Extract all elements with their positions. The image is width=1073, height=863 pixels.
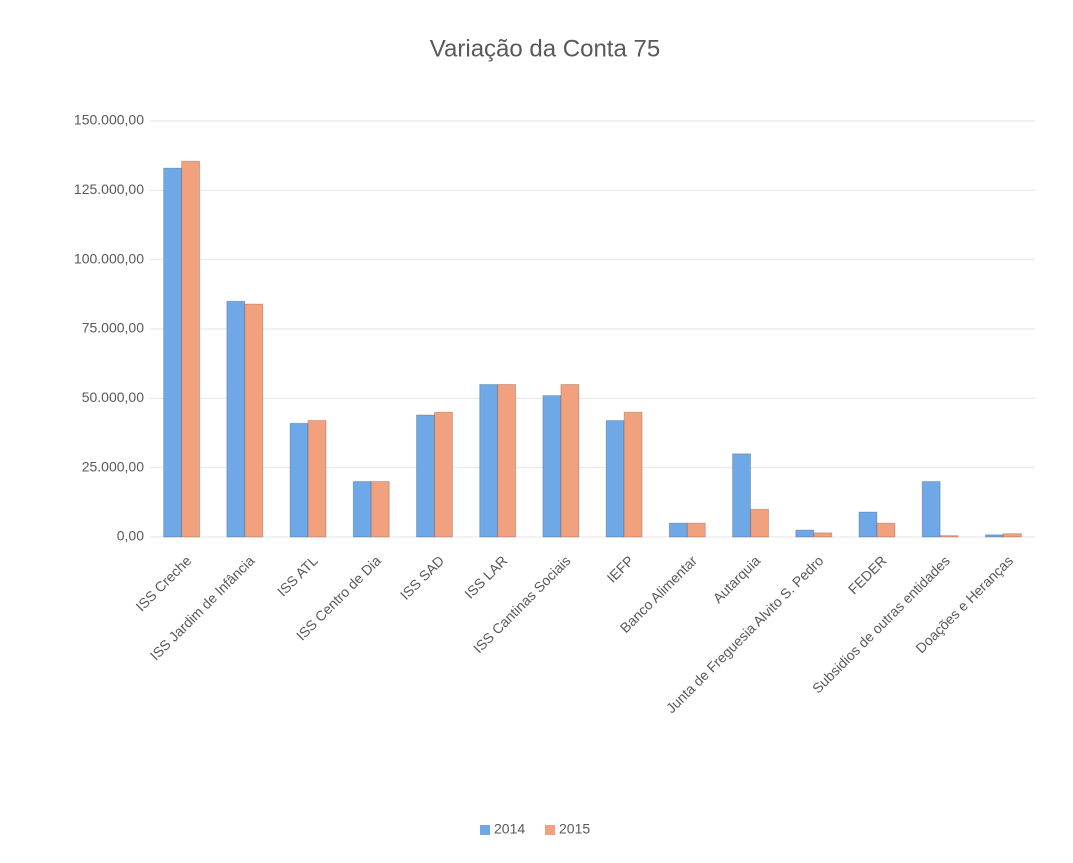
bar [181,160,201,538]
bar [497,383,517,538]
bar [479,383,499,538]
bar [876,522,896,538]
bar [668,522,688,538]
bar [939,535,959,538]
bar [163,167,183,538]
bar [858,511,878,538]
bar [1002,533,1022,538]
bar [732,453,752,538]
legend-swatch [545,825,555,835]
bar [984,534,1004,538]
y-tick-label: 50.000,00 [82,389,144,405]
y-tick-label: 125.000,00 [74,181,144,197]
bar [352,481,372,538]
bar [415,414,435,538]
legend-swatch [480,825,490,835]
bar [605,420,625,538]
bar [623,411,643,538]
legend-label: 2014 [494,821,525,837]
y-tick-label: 75.000,00 [82,320,144,336]
bar [542,395,562,538]
y-tick-label: 0,00 [117,528,144,544]
y-tick-label: 25.000,00 [82,458,144,474]
bar [307,420,327,538]
legend-label: 2015 [559,821,590,837]
bar [921,481,941,538]
bar [289,422,309,538]
chart-title: Variação da Conta 75 [430,35,660,62]
y-tick-label: 100.000,00 [74,250,144,266]
bar [226,300,246,538]
y-tick-label: 150.000,00 [74,112,144,128]
bar [244,303,264,538]
bar [370,481,390,538]
bar [750,508,770,538]
bar [686,522,706,538]
bar [795,529,815,538]
bar [433,411,453,538]
bar [560,383,580,538]
bar [813,532,833,538]
